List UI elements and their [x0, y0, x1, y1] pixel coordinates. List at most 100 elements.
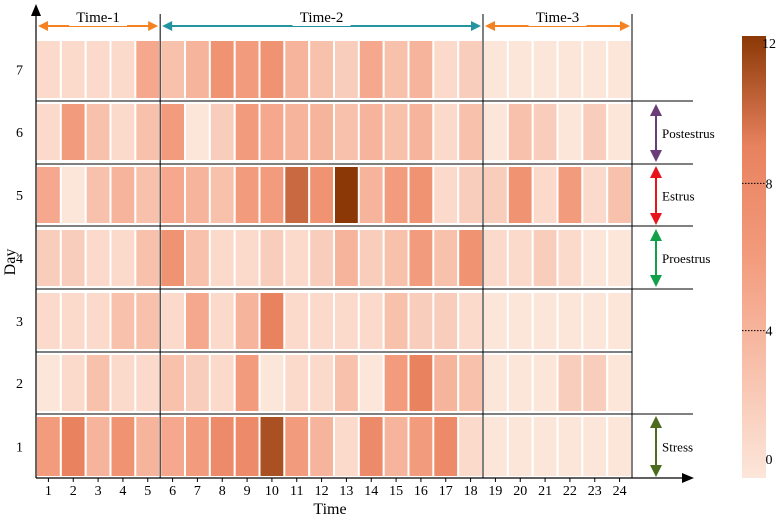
heatmap-cell — [210, 167, 234, 223]
phase-arrowhead-up — [650, 229, 662, 241]
period-label: Time-1 — [76, 10, 120, 26]
heatmap-cell — [260, 293, 284, 349]
heatmap-cell — [186, 167, 209, 223]
heatmap-cell — [111, 230, 135, 286]
heatmap-cells — [37, 41, 631, 476]
heatmap-cell — [359, 293, 383, 349]
heatmap-cell — [186, 293, 209, 349]
x-tick-label: 22 — [563, 484, 577, 499]
heatmap-cell — [558, 104, 582, 160]
colorbar: 0 4 8 12 — [742, 36, 776, 478]
phase-arrowhead-up — [650, 166, 662, 178]
heatmap-cell — [459, 104, 482, 160]
heatmap-cell — [186, 104, 209, 160]
heatmap-cell — [409, 104, 433, 160]
heatmap-cell — [608, 167, 631, 223]
heatmap-cell — [384, 167, 408, 223]
colorbar-tick-label: 4 — [766, 325, 773, 340]
heatmap-cell — [484, 41, 507, 98]
heatmap-cell — [434, 355, 458, 411]
heatmap-cell — [508, 355, 532, 411]
heatmap-cell — [335, 167, 358, 223]
heatmap-cell — [210, 293, 234, 349]
y-axis-title: Day — [2, 249, 19, 276]
heatmap-cell — [359, 355, 383, 411]
y-tick-label: 5 — [16, 189, 23, 204]
heatmap-cell — [37, 104, 60, 160]
heatmap-cell — [86, 104, 110, 160]
heatmap-cell — [111, 417, 135, 476]
x-tick-label: 17 — [439, 484, 453, 499]
heatmap-cell — [310, 104, 333, 160]
heatmap-cell — [484, 167, 507, 223]
heatmap-cell — [310, 355, 333, 411]
x-tick-label: 3 — [95, 484, 102, 499]
heatmap-cell — [186, 230, 209, 286]
grid-lines — [36, 14, 693, 478]
heatmap-cell — [37, 167, 60, 223]
heatmap-cell — [384, 417, 408, 476]
heatmap-cell — [285, 41, 309, 98]
phase-arrowhead-down — [650, 465, 662, 477]
phase-annotations: Postestrus Estrus Proestrus Stress — [650, 104, 715, 477]
heatmap-cell — [533, 355, 557, 411]
period-arrowhead-left — [38, 21, 48, 31]
heatmap-cell — [434, 293, 458, 349]
heatmap-cell — [533, 293, 557, 349]
period-label-bg — [292, 12, 351, 26]
phase-arrowhead-down — [650, 213, 662, 225]
y-tick-label: 4 — [16, 252, 23, 267]
heatmap-cell — [484, 104, 507, 160]
heatmap-cell — [508, 104, 532, 160]
x-tick-label: 23 — [588, 484, 602, 499]
heatmap-cell — [136, 230, 160, 286]
heatmap-cell — [260, 167, 284, 223]
phase-label: Stress — [662, 440, 693, 455]
period-arrowhead-left — [162, 21, 173, 31]
heatmap-cell — [434, 230, 458, 286]
heatmap-cell — [86, 230, 110, 286]
heatmap-cell — [260, 417, 284, 476]
heatmap-cell — [186, 41, 209, 98]
heatmap-cell — [409, 41, 433, 98]
heatmap-cell — [533, 104, 557, 160]
heatmap-cell — [61, 104, 85, 160]
heatmap-cell — [583, 355, 607, 411]
x-tick-label: 16 — [414, 484, 428, 499]
y-tick-label: 1 — [16, 441, 23, 456]
heatmap-cell — [558, 293, 582, 349]
heatmap-cell — [583, 293, 607, 349]
x-tick-label: 12 — [315, 484, 329, 499]
heatmap-cell — [359, 230, 383, 286]
heatmap-cell — [359, 167, 383, 223]
x-tick-label: 13 — [339, 484, 353, 499]
x-tick-label: 5 — [144, 484, 151, 499]
heatmap-cell — [37, 293, 60, 349]
x-tick-label: 11 — [290, 484, 303, 499]
x-axis-arrowhead — [682, 473, 694, 483]
heatmap-cell — [136, 41, 160, 98]
heatmap-cell — [434, 104, 458, 160]
heatmap-cell — [459, 417, 482, 476]
heatmap-cell — [508, 417, 532, 476]
heatmap-cell — [260, 355, 284, 411]
heatmap-cell — [608, 41, 631, 98]
heatmap-cell — [260, 230, 284, 286]
heatmap-cell — [285, 104, 309, 160]
x-tick-label: 24 — [613, 484, 627, 499]
x-tick-label: 2 — [70, 484, 77, 499]
heatmap-cell — [285, 167, 309, 223]
heatmap-cell — [111, 355, 135, 411]
heatmap-cell — [335, 417, 358, 476]
heatmap-cell — [111, 104, 135, 160]
heatmap-cell — [285, 355, 309, 411]
heatmap-cell — [533, 417, 557, 476]
x-tick-label: 10 — [265, 484, 279, 499]
heatmap-cell — [61, 355, 85, 411]
phase-arrowhead-up — [650, 416, 662, 428]
heatmap-cell — [235, 167, 259, 223]
heatmap-cell — [583, 41, 607, 98]
heatmap-cell — [558, 167, 582, 223]
heatmap-cell — [484, 417, 507, 476]
